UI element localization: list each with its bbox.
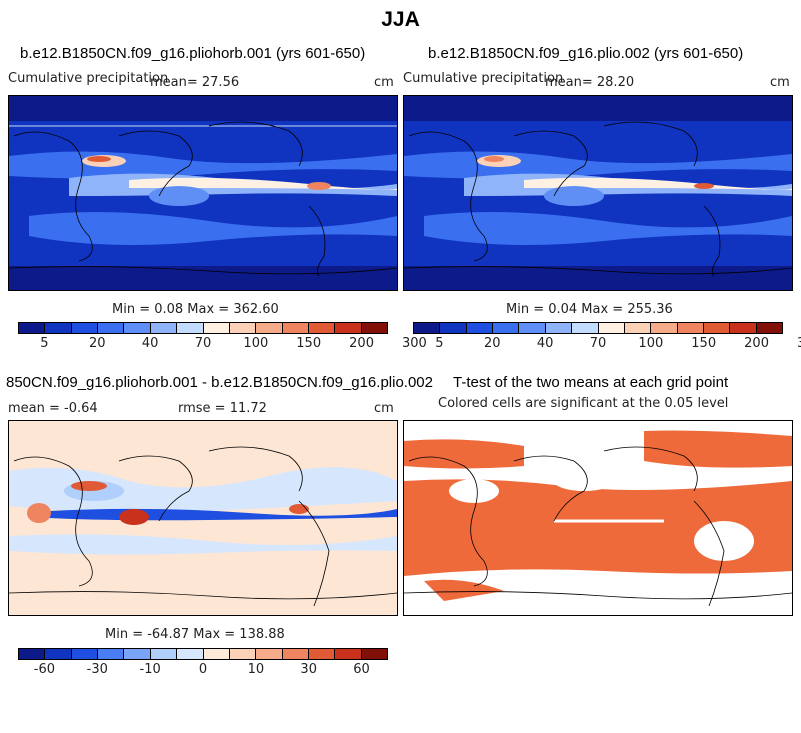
colorbar-tick-label: 0 — [198, 662, 208, 677]
colorbar-tick-label: 5 — [40, 336, 49, 351]
colorbar-tick-label: 150 — [296, 336, 322, 351]
colorbar-box — [177, 323, 204, 333]
colorbar-tick-label: 5 — [435, 336, 444, 351]
colorbar-tick-label: 70 — [194, 336, 212, 351]
colorbar-tick-label: -60 — [33, 662, 56, 677]
colorbar-box — [545, 323, 573, 333]
panel1-colorbar-ticks: 5 20 40 70 100 150 200 300 — [18, 336, 427, 352]
panel3-rmse-label: rmse = 11.72 — [178, 401, 267, 416]
colorbar-box — [282, 649, 309, 659]
colorbar-box — [177, 649, 204, 659]
panel2-colorbar-ticks: 5 20 40 70 100 150 200 300 — [413, 336, 801, 352]
colorbar-box — [203, 649, 230, 659]
colorbar-tick-label: 150 — [691, 336, 717, 351]
colorbar-tick-label: 100 — [243, 336, 269, 351]
colorbar-tick-label: 300 — [402, 336, 427, 351]
panel2-colorbar — [413, 322, 783, 334]
colorbar-box — [229, 649, 257, 659]
colorbar-tick-label: 30 — [300, 662, 317, 677]
colorbar-tick-label: 20 — [89, 336, 106, 351]
colorbar-box — [598, 323, 625, 333]
colorbar-box — [466, 323, 494, 333]
panel2-mean-label: mean= 28.20 — [545, 75, 635, 90]
colorbar-box — [414, 323, 441, 333]
colorbar-tick-label: 200 — [744, 336, 769, 351]
panel1-colorbar — [18, 322, 388, 334]
colorbar-box — [677, 323, 704, 333]
colorbar-tick-label: 40 — [536, 336, 554, 351]
panel3-colorbar — [18, 648, 388, 660]
colorbar-box — [335, 649, 362, 659]
colorbar-box — [19, 323, 46, 333]
colorbar-box — [45, 323, 72, 333]
colorbar-box — [256, 323, 283, 333]
colorbar-box — [229, 323, 257, 333]
panel1-map — [8, 95, 398, 291]
colorbar-box — [756, 323, 783, 333]
panel3-map — [8, 420, 398, 616]
colorbar-box — [282, 323, 309, 333]
panel4-subtitle: Colored cells are significant at the 0.0… — [438, 396, 729, 411]
colorbar-box — [71, 323, 99, 333]
colorbar-box — [308, 649, 336, 659]
colorbar-box — [361, 323, 388, 333]
panel4-map — [403, 420, 793, 616]
colorbar-box — [124, 323, 151, 333]
panel1-mean-label: mean= 27.56 — [150, 75, 240, 90]
panel2-units: cm — [770, 75, 790, 90]
panel3-title: 850CN.f09_g16.pliohorb.001 - b.e12.B1850… — [6, 374, 433, 391]
panel3-stats: Min = -64.87 Max = 138.88 — [105, 627, 285, 642]
panel1-units: cm — [374, 75, 394, 90]
colorbar-box — [440, 323, 467, 333]
panel3-mean-label: mean = -0.64 — [8, 401, 98, 416]
panel3-colorbar-ticks: -60 -30 -10 0 10 30 60 — [18, 662, 388, 678]
colorbar-box — [45, 649, 72, 659]
panel1-stats: Min = 0.08 Max = 362.60 — [112, 302, 279, 317]
colorbar-tick-label: 300 — [797, 336, 801, 351]
colorbar-tick-label: -30 — [86, 662, 108, 677]
colorbar-tick-label: 60 — [353, 662, 370, 677]
panel2-stats: Min = 0.04 Max = 255.36 — [506, 302, 673, 317]
colorbar-box — [98, 323, 125, 333]
panel2-map — [403, 95, 793, 291]
figure-title: JJA — [381, 8, 420, 31]
colorbar-box — [150, 323, 178, 333]
colorbar-box — [624, 323, 652, 333]
colorbar-tick-label: 10 — [247, 662, 265, 677]
panel2-title: b.e12.B1850CN.f09_g16.plio.002 (yrs 601-… — [428, 45, 744, 62]
panel2-variable-label: Cumulative precipitation — [403, 71, 564, 86]
panel4-title: T-test of the two means at each grid poi… — [453, 374, 729, 391]
colorbar-box — [71, 649, 99, 659]
colorbar-tick-label: -10 — [139, 662, 161, 677]
colorbar-box — [361, 649, 388, 659]
panel1-variable-label: Cumulative precipitation — [8, 71, 169, 86]
colorbar-tick-label: 20 — [484, 336, 501, 351]
colorbar-box — [19, 649, 46, 659]
colorbar-box — [730, 323, 757, 333]
panel3-units: cm — [374, 401, 394, 416]
colorbar-tick-label: 40 — [141, 336, 159, 351]
colorbar-box — [203, 323, 230, 333]
panel1-title: b.e12.B1850CN.f09_g16.pliohorb.001 (yrs … — [20, 45, 366, 62]
colorbar-box — [98, 649, 125, 659]
colorbar-box — [335, 323, 362, 333]
colorbar-box — [651, 323, 678, 333]
colorbar-box — [519, 323, 546, 333]
colorbar-tick-label: 100 — [638, 336, 664, 351]
colorbar-box — [150, 649, 178, 659]
colorbar-box — [124, 649, 151, 659]
colorbar-tick-label: 200 — [349, 336, 374, 351]
colorbar-box — [703, 323, 731, 333]
colorbar-box — [256, 649, 283, 659]
colorbar-tick-label: 70 — [589, 336, 607, 351]
colorbar-box — [493, 323, 520, 333]
colorbar-box — [308, 323, 336, 333]
colorbar-box — [572, 323, 599, 333]
